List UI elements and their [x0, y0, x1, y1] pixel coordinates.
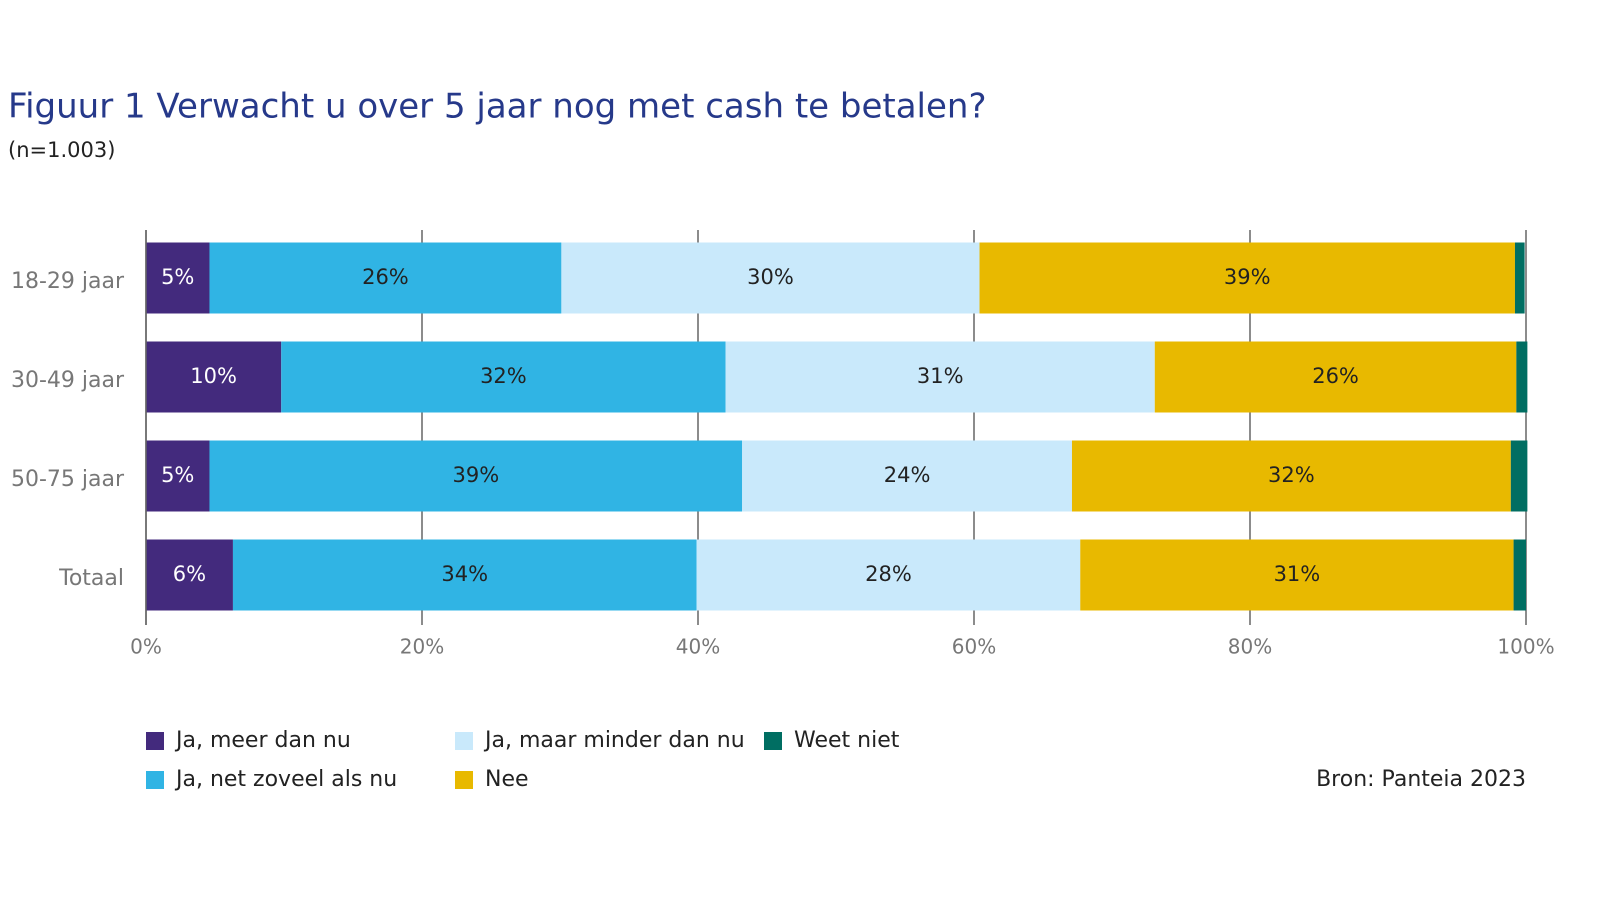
data-label: 31%	[1274, 562, 1321, 586]
data-label: 32%	[1268, 463, 1315, 487]
data-label: 32%	[480, 364, 527, 388]
data-label: 5%	[161, 265, 194, 289]
bar-segment	[146, 539, 233, 611]
bar-segment	[725, 341, 1155, 413]
data-label: 26%	[362, 265, 409, 289]
chart-subtitle: (n=1.003)	[8, 138, 115, 162]
bar-segment	[146, 242, 210, 314]
data-label: 31%	[917, 364, 964, 388]
data-label: 39%	[1224, 265, 1271, 289]
x-tick-label: 80%	[1228, 635, 1272, 659]
legend-swatch	[764, 732, 782, 750]
bar-segment	[1154, 341, 1517, 413]
data-label: 5%	[161, 463, 194, 487]
legend-label: Weet niet	[794, 728, 900, 753]
chart-title: Figuur 1 Verwacht u over 5 jaar nog met …	[8, 87, 987, 127]
legend-label: Ja, meer dan nu	[174, 728, 351, 753]
y-tick-label: Totaal	[58, 566, 124, 591]
data-label: 39%	[452, 463, 499, 487]
bar-segment	[979, 242, 1515, 314]
x-tick-label: 60%	[952, 635, 996, 659]
data-label: 30%	[747, 265, 794, 289]
bar-segment	[1516, 341, 1528, 413]
data-label: 28%	[865, 562, 912, 586]
bar-segment	[742, 440, 1072, 512]
bar-segment	[1513, 539, 1526, 611]
legend-label: Nee	[485, 767, 529, 792]
legend-swatch	[455, 771, 473, 789]
bar-segment	[1514, 242, 1525, 314]
bar-segment	[281, 341, 726, 413]
bar-segment	[1080, 539, 1514, 611]
bar-segment	[209, 440, 743, 512]
bar-segment	[1071, 440, 1511, 512]
bar-segment	[232, 539, 697, 611]
y-tick-label: 30-49 jaar	[11, 368, 125, 393]
x-tick-label: 100%	[1497, 635, 1554, 659]
x-tick-label: 40%	[676, 635, 720, 659]
legend-swatch	[455, 732, 473, 750]
y-tick-label: 50-75 jaar	[11, 467, 125, 492]
bar-segment	[146, 440, 210, 512]
y-tick-label: 18-29 jaar	[11, 269, 125, 294]
bar-segment	[1510, 440, 1528, 512]
bar-segment	[146, 341, 282, 413]
x-tick-label: 20%	[400, 635, 444, 659]
legend-swatch	[146, 771, 164, 789]
data-label: 10%	[190, 364, 237, 388]
source: Bron: Panteia 2023	[1316, 767, 1526, 792]
bar-segment	[561, 242, 980, 314]
data-label: 26%	[1312, 364, 1359, 388]
bar-segment	[696, 539, 1081, 611]
legend-swatch	[146, 732, 164, 750]
legend-label: Ja, net zoveel als nu	[174, 767, 397, 792]
data-label: 6%	[173, 562, 206, 586]
data-label: 24%	[884, 463, 931, 487]
data-label: 34%	[441, 562, 488, 586]
legend-label: Ja, maar minder dan nu	[483, 728, 745, 753]
bar-segment	[209, 242, 562, 314]
x-tick-label: 0%	[130, 635, 162, 659]
